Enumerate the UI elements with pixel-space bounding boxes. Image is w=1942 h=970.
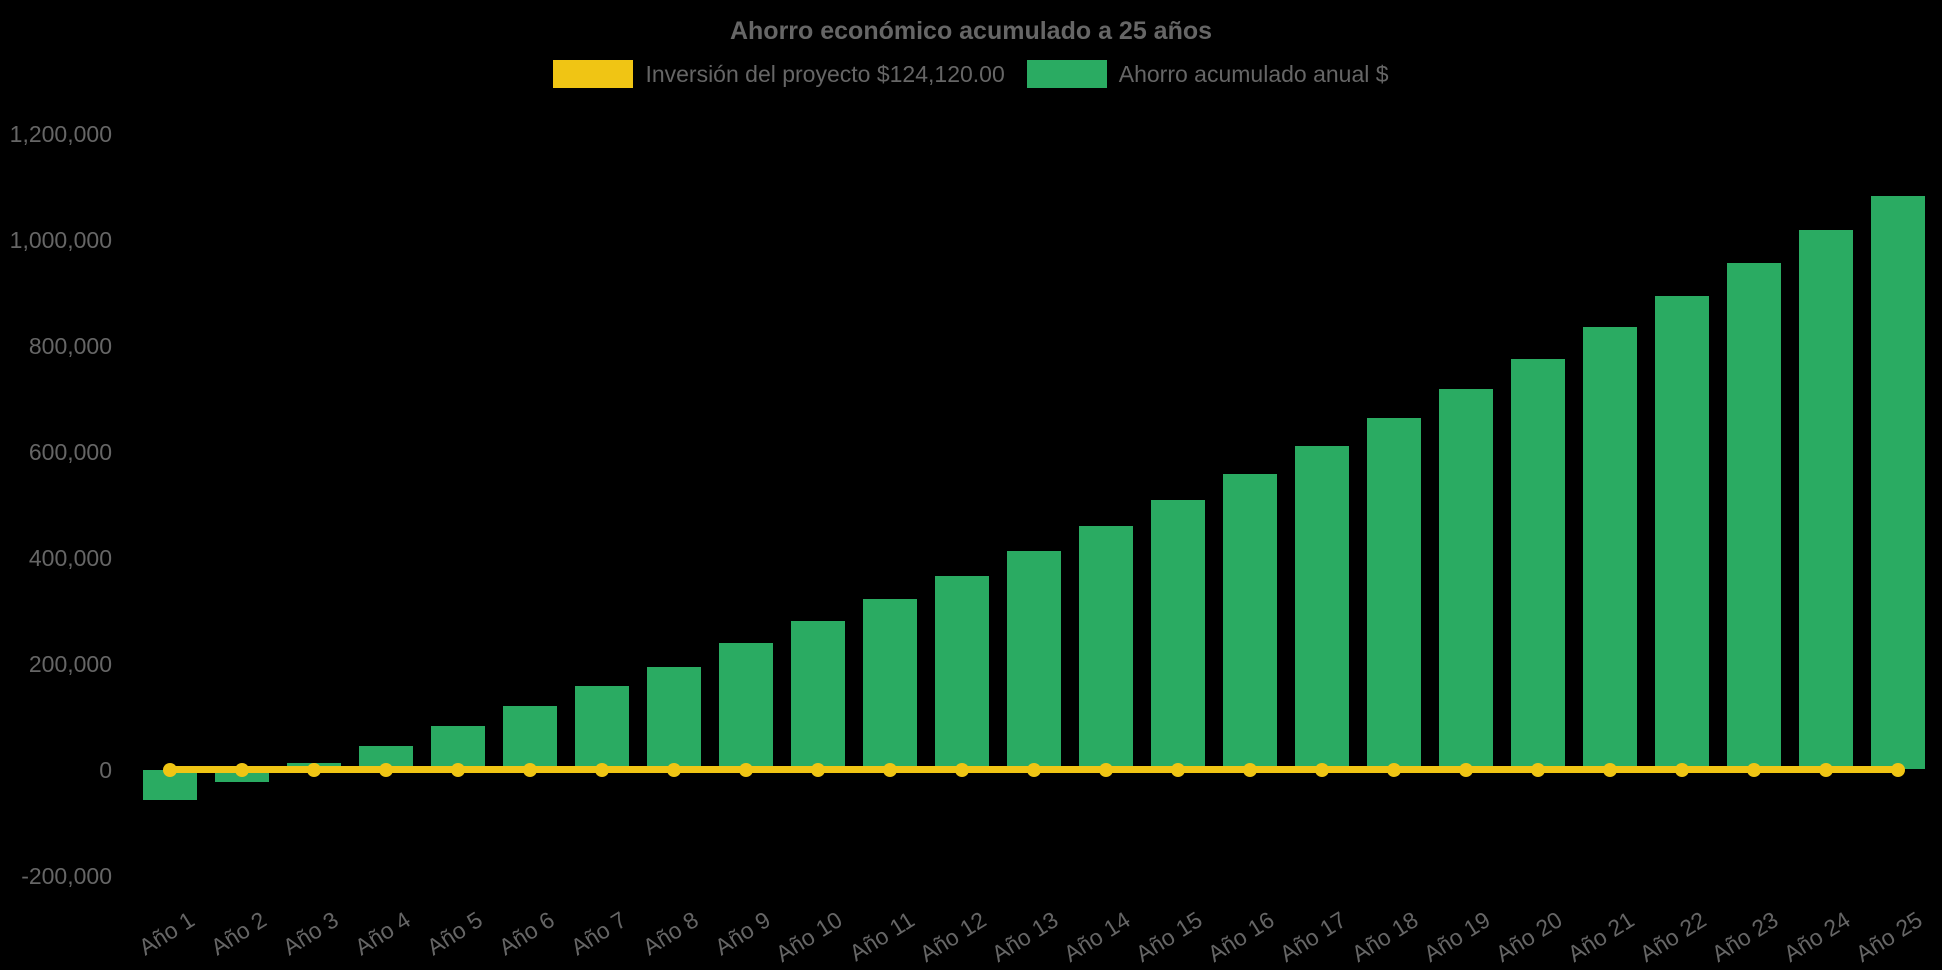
x-axis-label-año-9: Año 9 [709,906,775,961]
line-point-año-16[interactable] [1243,762,1257,777]
legend-swatch-yellow-icon [553,60,634,88]
x-axis-label-año-5: Año 5 [421,906,487,961]
bar-año-15[interactable] [1151,500,1205,770]
line-point-año-20[interactable] [1531,762,1545,777]
line-point-año-9[interactable] [739,762,753,777]
bar-año-12[interactable] [935,575,989,770]
line-point-año-19[interactable] [1459,762,1473,777]
line-point-año-17[interactable] [1315,762,1329,777]
bar-año-17[interactable] [1295,446,1349,770]
bar-año-25[interactable] [1871,195,1925,770]
x-axis-label-año-23: Año 23 [1707,906,1783,967]
bar-año-10[interactable] [791,621,845,770]
bar-año-11[interactable] [863,599,917,770]
line-point-año-23[interactable] [1747,762,1761,777]
line-point-año-18[interactable] [1387,762,1401,777]
x-axis-label-año-17: Año 17 [1275,906,1351,967]
y-axis-tick-label: 200,000 [28,650,112,677]
x-axis-label-año-4: Año 4 [349,906,415,961]
line-point-año-13[interactable] [1027,762,1041,777]
bar-año-14[interactable] [1079,526,1133,770]
bar-año-23[interactable] [1727,263,1781,770]
line-point-año-1[interactable] [163,762,177,777]
x-axis-label-año-2: Año 2 [205,906,271,961]
bar-año-18[interactable] [1367,417,1421,770]
x-axis-label-año-7: Año 7 [565,906,631,961]
x-axis-label-año-3: Año 3 [277,906,343,961]
bar-año-4[interactable] [359,746,413,770]
bar-año-21[interactable] [1583,327,1637,770]
x-axis-label-año-10: Año 10 [771,906,847,967]
y-axis-tick-label: 1,000,000 [9,226,112,253]
legend-item-inversion[interactable]: Inversión del proyecto $124,120.00 [553,60,1005,88]
bar-año-6[interactable] [503,705,557,770]
x-axis-label-año-18: Año 18 [1347,906,1423,967]
y-axis-tick-label: 800,000 [28,332,112,359]
y-axis-tick-label: -200,000 [21,862,112,889]
x-axis-label-año-25: Año 25 [1851,906,1927,967]
legend: Inversión del proyecto $124,120.00 Ahorr… [0,60,1942,88]
x-axis-label-año-14: Año 14 [1059,906,1135,967]
bar-año-20[interactable] [1511,358,1565,770]
line-point-año-5[interactable] [451,762,465,777]
x-axis-label-año-22: Año 22 [1635,906,1711,967]
bar-año-8[interactable] [647,666,701,770]
line-point-año-8[interactable] [667,762,681,777]
line-point-año-22[interactable] [1675,762,1689,777]
x-axis-label-año-21: Año 21 [1563,906,1639,967]
x-axis-label-año-12: Año 12 [915,906,991,967]
legend-label-ahorro: Ahorro acumulado anual $ [1118,61,1389,87]
line-point-año-24[interactable] [1819,762,1833,777]
y-axis-tick-label: 600,000 [28,438,112,465]
line-point-año-15[interactable] [1171,762,1185,777]
x-axis-label-año-15: Año 15 [1131,906,1207,967]
y-axis-tick-label: 1,200,000 [9,120,112,147]
line-point-año-25[interactable] [1891,762,1905,777]
line-point-año-2[interactable] [235,762,249,777]
bar-año-24[interactable] [1799,229,1853,770]
x-axis-label-año-6: Año 6 [493,906,559,961]
x-axis-label-año-24: Año 24 [1779,906,1855,967]
legend-swatch-green-icon [1026,60,1107,88]
bar-año-22[interactable] [1655,295,1709,770]
y-axis-tick-label: 400,000 [28,544,112,571]
legend-item-ahorro[interactable]: Ahorro acumulado anual $ [1026,60,1389,88]
bar-año-19[interactable] [1439,388,1493,770]
x-axis-label-año-19: Año 19 [1419,906,1495,967]
bar-año-7[interactable] [575,686,629,770]
bar-año-9[interactable] [719,643,773,770]
line-point-año-7[interactable] [595,762,609,777]
x-axis-label-año-16: Año 16 [1203,906,1279,967]
x-axis-label-año-11: Año 11 [844,906,919,967]
line-point-año-3[interactable] [307,762,321,777]
bar-año-16[interactable] [1223,473,1277,770]
x-axis-label-año-1: Año 1 [133,906,199,961]
line-point-año-11[interactable] [883,762,897,777]
bar-año-5[interactable] [431,726,485,770]
line-point-año-14[interactable] [1099,762,1113,777]
x-axis-label-año-20: Año 20 [1491,906,1567,967]
y-axis-tick-label: 0 [99,756,112,783]
line-point-año-6[interactable] [523,762,537,777]
legend-label-inversion: Inversión del proyecto $124,120.00 [645,61,1005,87]
chart-title: Ahorro económico acumulado a 25 años [729,17,1213,45]
line-point-año-21[interactable] [1603,762,1617,777]
line-point-año-10[interactable] [811,762,825,777]
x-axis-label-año-13: Año 13 [987,906,1063,967]
line-point-año-12[interactable] [955,762,969,777]
x-axis-label-año-8: Año 8 [637,906,703,961]
bar-año-13[interactable] [1007,550,1061,770]
line-point-año-4[interactable] [379,762,393,777]
